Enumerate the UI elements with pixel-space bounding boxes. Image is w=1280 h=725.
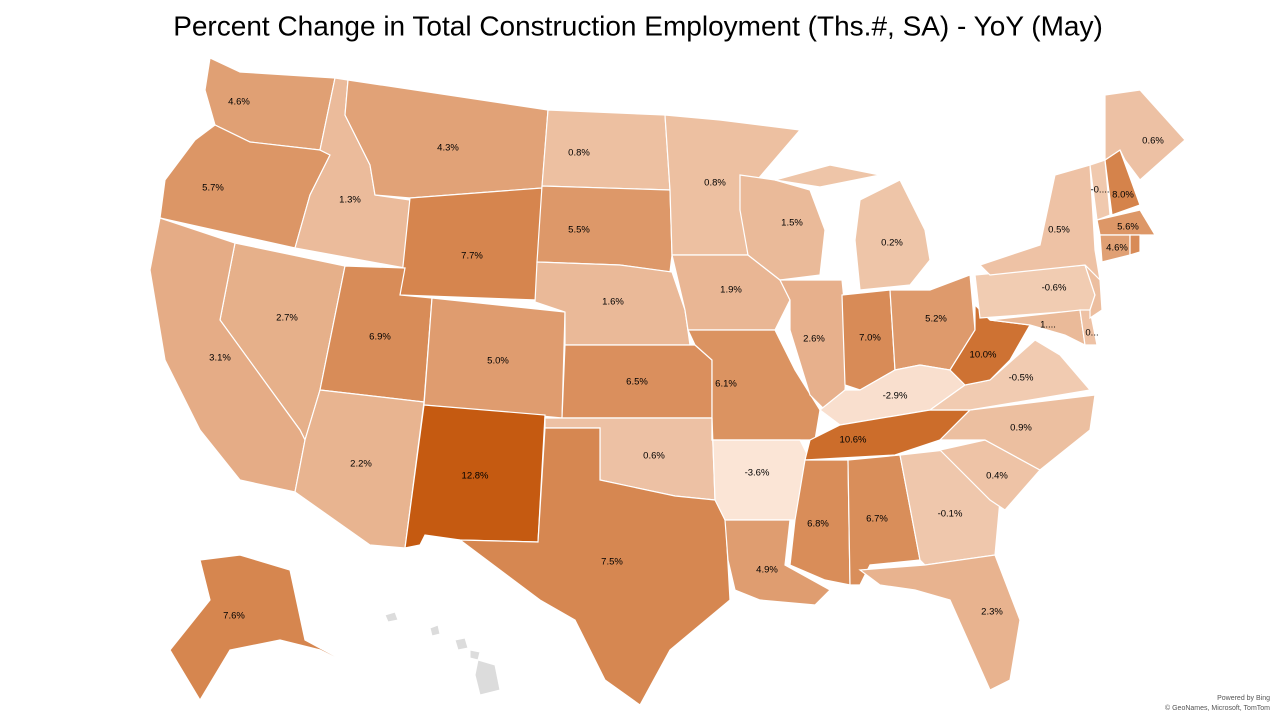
region: [858, 554, 1021, 691]
value-label: 12.8%: [462, 471, 489, 482]
value-label: 6.8%: [807, 519, 829, 530]
no-data-region: [454, 637, 469, 651]
region: [1096, 209, 1157, 236]
value-label: 7.7%: [461, 251, 483, 262]
value-label: 0.6%: [643, 451, 665, 462]
value-label: 1.9%: [720, 285, 742, 296]
region: [989, 309, 1086, 347]
labels: 4.6% 5.7% 1.3% 4.3% 7.7% 2.7% 3.1% 6.9% 2.2% 5.0%…: [202, 97, 1164, 622]
map-title: Percent Change in Total Construction Emp…: [173, 10, 1103, 41]
value-label: -0.5%: [1009, 373, 1034, 384]
region: [687, 329, 821, 441]
value-label: -0.1%: [938, 509, 963, 520]
value-label: 5.6%: [1117, 222, 1139, 233]
region: [344, 79, 549, 199]
value-label: 2.2%: [350, 459, 372, 470]
value-label: 1....: [1040, 320, 1056, 331]
value-label: 6.7%: [866, 514, 888, 525]
region: [1104, 89, 1186, 181]
value-label: 3.1%: [209, 353, 231, 364]
value-label: 7.0%: [859, 333, 881, 344]
value-label: 5.7%: [202, 183, 224, 194]
no-data-region: [474, 659, 501, 696]
no-data-region: [384, 611, 399, 623]
value-label: 4.3%: [437, 143, 459, 154]
value-label: 2.3%: [981, 607, 1003, 618]
value-label: 10.6%: [840, 435, 867, 446]
value-label: 8.0%: [1112, 190, 1134, 201]
value-label: 4.9%: [756, 565, 778, 576]
value-label: -2.9%: [883, 391, 908, 402]
region: [536, 185, 673, 273]
no-data-region: [469, 649, 481, 661]
value-label: -0.6%: [1042, 283, 1067, 294]
region: [399, 187, 543, 301]
region: [978, 164, 1101, 282]
region: [1129, 234, 1141, 256]
no-data-region: [429, 624, 441, 637]
value-label: -0....: [1090, 185, 1109, 196]
region: [774, 164, 931, 291]
region: [541, 109, 671, 191]
value-label: 7.6%: [223, 611, 245, 622]
value-label: 5.0%: [487, 356, 509, 367]
value-label: 0.4%: [986, 471, 1008, 482]
region: [1084, 264, 1103, 320]
value-label: 5.2%: [925, 314, 947, 325]
value-label: 0.6%: [1142, 136, 1164, 147]
value-label: 1.6%: [602, 297, 624, 308]
value-label: 5.5%: [568, 225, 590, 236]
value-label: 4.6%: [1106, 243, 1128, 254]
value-label: 0.5%: [1048, 225, 1070, 236]
region: [1089, 159, 1111, 221]
region: [458, 427, 731, 706]
region: [739, 174, 826, 281]
value-label: 0.8%: [704, 178, 726, 189]
value-label: 4.6%: [228, 97, 250, 108]
value-label: 6.5%: [626, 377, 648, 388]
value-label: 2.6%: [803, 334, 825, 345]
region: [404, 404, 546, 549]
value-label: 2.7%: [276, 313, 298, 324]
value-label: 1.3%: [339, 195, 361, 206]
attribution: Powered by Bing: [1217, 695, 1270, 702]
value-label: 0.9%: [1010, 423, 1032, 434]
region: [169, 554, 371, 702]
region: [724, 519, 831, 606]
value-label: 1.5%: [781, 218, 803, 229]
value-label: 6.9%: [369, 332, 391, 343]
value-label: 6.1%: [715, 379, 737, 390]
value-label: 0.8%: [568, 148, 590, 159]
attribution: © GeoNames, Microsoft, TomTom: [1165, 704, 1270, 712]
value-label: -3.6%: [745, 468, 770, 479]
region: [1079, 309, 1098, 346]
no-data-regions: [384, 303, 1091, 696]
value-label: 0.2%: [881, 238, 903, 249]
value-label: 10.0%: [970, 350, 997, 361]
value-label: 0...: [1085, 328, 1098, 339]
regions: [149, 57, 1186, 706]
region: [938, 439, 1041, 511]
value-label: 7.5%: [601, 557, 623, 568]
